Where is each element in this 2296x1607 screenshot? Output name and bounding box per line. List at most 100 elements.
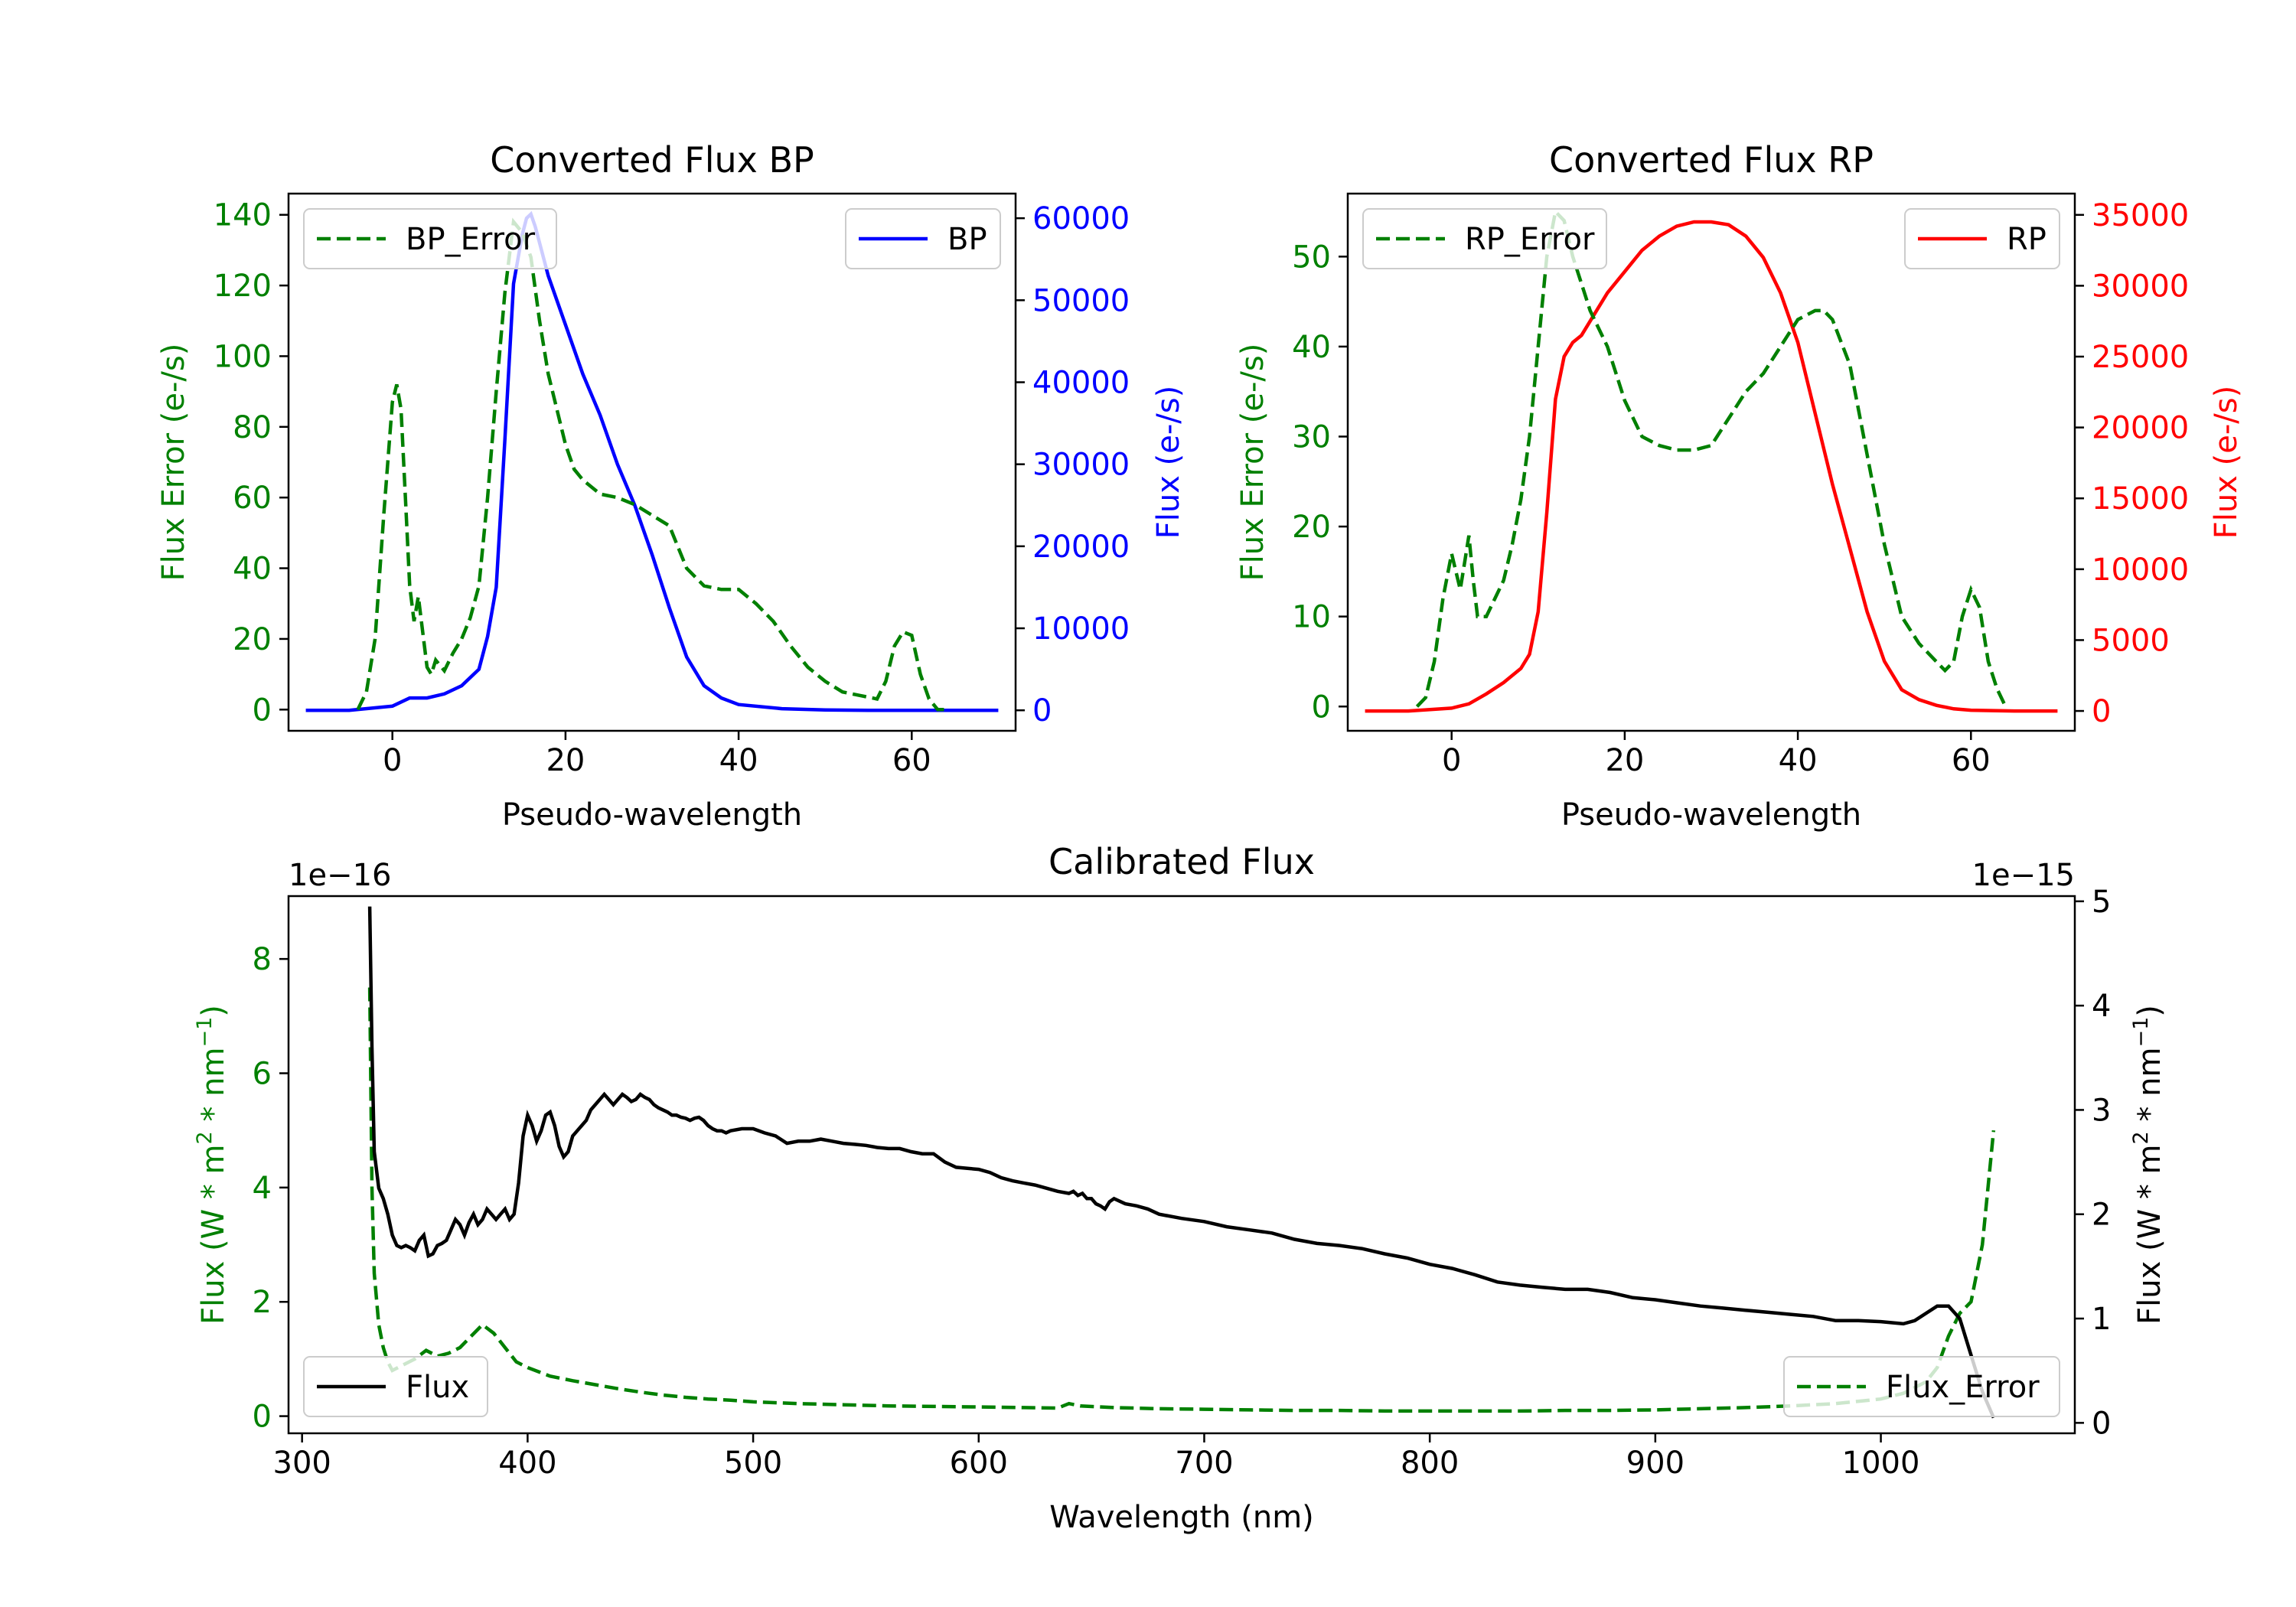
rp-legend-right-label: RP — [2007, 222, 2047, 257]
calib-legend-left-box — [303, 1356, 488, 1417]
calib-legend-right-label: Flux_Error — [1886, 1370, 2040, 1405]
calib-yticks-left: 0 2 4 6 8 — [253, 942, 289, 1435]
rp-title: Converted Flux RP — [1549, 139, 1874, 181]
calib-xtick-label: 900 — [1626, 1446, 1684, 1481]
bp-legend-right: BP — [845, 208, 1001, 269]
rp-right-ytick-label: 20000 — [2092, 411, 2189, 446]
calib-xtick-label: 400 — [498, 1446, 556, 1481]
bp-series-right-group — [305, 210, 999, 712]
bp-flux-line — [305, 210, 999, 712]
bp-left-ytick-label: 40 — [233, 552, 272, 587]
calib-ylabel-left-sup1: 2 — [193, 1131, 217, 1144]
rp-xtick-label: 0 — [1442, 743, 1461, 778]
bp-left-ytick-label: 100 — [214, 339, 272, 374]
rp-series-left-group — [1415, 207, 2007, 708]
rp-right-ytick-label: 30000 — [2092, 269, 2189, 304]
panel-calibrated: Calibrated Flux 1e−16 1e−15 300 400 500 600… — [193, 841, 2167, 1535]
calib-ylabel-right-part3: ) — [2132, 1005, 2167, 1017]
calib-legend-left-label: Flux — [406, 1370, 469, 1405]
rp-right-ytick-label: 15000 — [2092, 481, 2189, 517]
rp-right-ytick-label: 10000 — [2092, 553, 2189, 588]
bp-left-ytick-label: 120 — [214, 269, 272, 304]
bp-xtick-label: 60 — [892, 743, 931, 778]
rp-left-ytick-label: 20 — [1292, 510, 1331, 545]
rp-xtick-label: 60 — [1952, 743, 1991, 778]
rp-legend-left: RP_Error — [1362, 208, 1607, 269]
bp-legend-left-label: BP_Error — [406, 222, 536, 257]
calib-xlabel: Wavelength (nm) — [1049, 1500, 1314, 1535]
rp-xlabel: Pseudo-wavelength — [1561, 797, 1861, 833]
rp-legend-left-box — [1362, 208, 1607, 269]
bp-right-ytick-label: 40000 — [1032, 366, 1130, 401]
rp-left-ytick-label: 30 — [1292, 419, 1331, 455]
calib-right-ytick-label: 1 — [2092, 1302, 2111, 1337]
calib-yticks-right: 0 1 2 3 4 5 — [2075, 885, 2111, 1441]
bp-right-ytick-label: 10000 — [1032, 611, 1130, 647]
bp-title: Converted Flux BP — [490, 139, 814, 181]
bp-error-line — [356, 217, 947, 712]
calib-title: Calibrated Flux — [1049, 841, 1315, 882]
calib-ylabel-left-part1: Flux (W * m — [196, 1144, 231, 1324]
rp-right-ytick-label: 25000 — [2092, 340, 2189, 375]
rp-series-right-group — [1365, 220, 2058, 713]
bp-right-ytick-label: 0 — [1032, 693, 1052, 729]
bp-right-ytick-label: 60000 — [1032, 201, 1130, 236]
bp-legend-right-label: BP — [947, 222, 987, 257]
bp-left-ytick-label: 80 — [233, 410, 272, 445]
calib-legend-right: Flux_Error — [1783, 1356, 2060, 1417]
calib-ylabel-left: Flux (W * m2 * nm−1) — [193, 1005, 231, 1325]
calib-xticks: 300 400 500 600 700 800 900 1000 — [273, 1433, 1920, 1481]
rp-flux-line — [1365, 220, 2058, 713]
calib-legend-right-box — [1783, 1356, 2060, 1417]
calib-left-ytick-label: 8 — [253, 942, 272, 977]
calib-flux-error-line — [367, 987, 1996, 1413]
calib-ylabel-left-sup2: −1 — [193, 1017, 217, 1048]
bp-right-ytick-label: 50000 — [1032, 283, 1130, 318]
calib-left-ytick-label: 6 — [253, 1057, 272, 1092]
bp-xtick-label: 0 — [383, 743, 402, 778]
bp-left-ytick-label: 60 — [233, 481, 272, 516]
rp-ylabel-right: Flux (e-/s) — [2209, 386, 2244, 539]
rp-right-ytick-label: 35000 — [2092, 198, 2189, 233]
bp-xtick-label: 40 — [719, 743, 758, 778]
bp-xtick-label: 20 — [546, 743, 585, 778]
calib-ylabel-left-part2: * nm — [196, 1048, 231, 1132]
rp-right-ytick-label: 0 — [2092, 694, 2111, 729]
bp-yticks-left: 0 20 40 60 80 100 120 140 — [214, 198, 289, 728]
rp-left-ytick-label: 0 — [1312, 689, 1331, 725]
rp-yticks-left: 0 10 20 30 40 50 — [1292, 240, 1348, 725]
rp-xtick-label: 40 — [1779, 743, 1818, 778]
bp-left-ytick-label: 20 — [233, 622, 272, 657]
calib-axes-frame — [287, 895, 2076, 1435]
calib-left-ytick-label: 4 — [253, 1171, 272, 1206]
bp-right-ytick-label: 30000 — [1032, 448, 1130, 483]
calib-ylabel-left-part3: ) — [196, 1005, 231, 1017]
rp-axes-frame — [1346, 192, 2076, 732]
calib-legend-left: Flux — [303, 1356, 488, 1417]
rp-xticks: 0 20 40 60 — [1442, 731, 1991, 778]
calib-xtick-label: 700 — [1175, 1446, 1233, 1481]
bp-axes-frame — [287, 192, 1017, 732]
calib-xtick-label: 1000 — [1842, 1446, 1920, 1481]
rp-legend-left-label: RP_Error — [1465, 222, 1595, 257]
calib-series-flux-group — [367, 906, 1995, 1419]
bp-series-left-group — [356, 217, 947, 712]
rp-ylabel-left: Flux Error (e-/s) — [1235, 344, 1270, 582]
bp-ylabel-left: Flux Error (e-/s) — [156, 344, 191, 582]
rp-xtick-label: 20 — [1605, 743, 1644, 778]
bp-right-ytick-label: 20000 — [1032, 530, 1130, 565]
bp-xticks: 0 20 40 60 — [383, 731, 931, 778]
calib-xtick-label: 600 — [950, 1446, 1008, 1481]
calib-right-ytick-label: 2 — [2092, 1198, 2111, 1233]
calib-ylabel-right: Flux (W * m2 * nm−1) — [2129, 1005, 2167, 1325]
calib-left-ytick-label: 0 — [253, 1400, 272, 1435]
calib-right-ytick-label: 0 — [2092, 1406, 2111, 1441]
calib-flux-line — [367, 906, 1995, 1419]
calib-series-error-group — [367, 987, 1996, 1413]
calib-left-offset-label: 1e−16 — [289, 858, 391, 893]
bp-legend-left: BP_Error — [303, 208, 557, 269]
bp-legend-left-box — [303, 208, 557, 269]
panel-rp: Converted Flux RP 0 20 40 60 0 10 20 30 40 50 0 5… — [1235, 139, 2244, 833]
calib-right-offset-label: 1e−15 — [1972, 858, 2075, 893]
